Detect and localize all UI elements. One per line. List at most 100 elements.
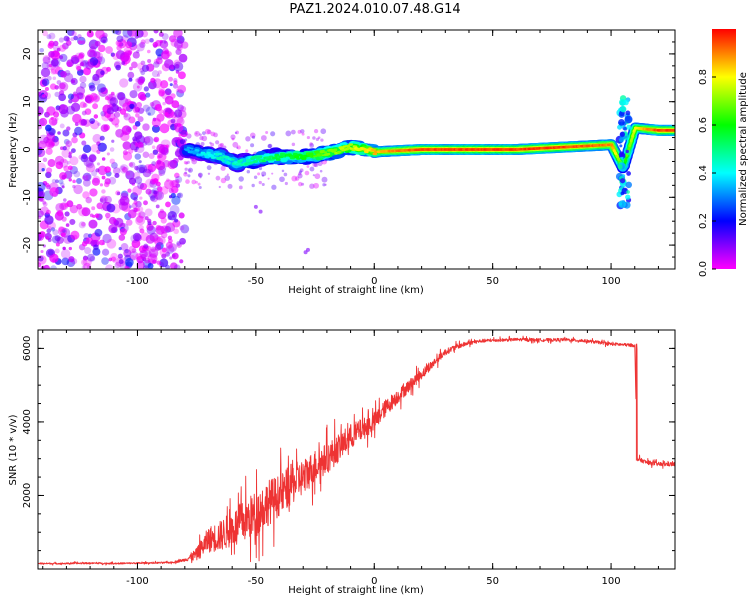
spectral-noise-blob bbox=[108, 224, 118, 234]
spectral-noise-blob bbox=[133, 200, 138, 205]
spectral-noise-blob bbox=[291, 142, 296, 147]
spectral-noise-blob bbox=[115, 30, 122, 36]
spectral-noise-blob bbox=[206, 165, 212, 171]
spectral-noise-blob bbox=[132, 172, 141, 180]
spectral-noise-blob bbox=[124, 50, 132, 58]
spectrogram-ylabel: Frequency (Hz) bbox=[8, 112, 19, 188]
spectrogram-xtick-label: -100 bbox=[126, 276, 149, 287]
spectral-noise-blob bbox=[155, 204, 160, 209]
spectral-noise-blob bbox=[45, 209, 51, 215]
spectral-noise-blob bbox=[135, 30, 144, 38]
spectral-noise-blob bbox=[191, 179, 197, 185]
spectral-noise-blob bbox=[121, 166, 128, 173]
spectral-noise-blob bbox=[164, 58, 174, 69]
spectral-smear-blob bbox=[624, 115, 633, 124]
spectral-noise-blob bbox=[142, 123, 150, 131]
spectral-noise-blob bbox=[169, 83, 173, 87]
spectral-noise-blob bbox=[116, 35, 124, 43]
spectral-noise-blob bbox=[236, 146, 239, 149]
spectral-noise-blob bbox=[195, 132, 198, 135]
spectral-noise-blob bbox=[174, 172, 180, 179]
spectral-noise-blob bbox=[197, 172, 203, 178]
spectral-noise-blob bbox=[106, 238, 117, 249]
spectral-noise-blob bbox=[125, 170, 135, 180]
spectral-noise-blob bbox=[128, 116, 136, 124]
spectral-noise-blob bbox=[59, 103, 66, 111]
spectral-noise-blob bbox=[62, 42, 69, 50]
spectral-noise-blob bbox=[283, 172, 288, 177]
spectral-noise-blob bbox=[153, 136, 160, 143]
spectral-noise-blob bbox=[88, 219, 98, 229]
spectral-noise-blob bbox=[124, 258, 134, 267]
spectral-noise-blob bbox=[224, 175, 231, 181]
figure-title: PAZ1.2024.010.07.48.G14 bbox=[289, 2, 461, 17]
spectral-noise-blob bbox=[110, 91, 115, 96]
spectral-noise-blob bbox=[173, 109, 183, 118]
spectral-noise-blob bbox=[78, 206, 88, 217]
spectral-noise-blob bbox=[78, 221, 86, 229]
spectral-noise-blob bbox=[219, 142, 225, 148]
spectral-noise-blob bbox=[165, 144, 170, 148]
spectral-noise-blob bbox=[147, 218, 152, 223]
spectral-noise-blob bbox=[132, 51, 140, 59]
spectral-noise-blob bbox=[45, 147, 53, 155]
spectral-noise-blob bbox=[85, 61, 94, 70]
spectral-noise-blob bbox=[199, 133, 202, 136]
spectral-noise-blob bbox=[41, 168, 45, 172]
spectral-noise-blob bbox=[63, 138, 70, 145]
spectral-noise-blob bbox=[141, 64, 150, 72]
spectral-noise-blob bbox=[48, 40, 55, 47]
spectral-noise-blob bbox=[129, 66, 133, 71]
spectral-noise-blob bbox=[220, 165, 226, 171]
spectral-noise-blob bbox=[301, 182, 305, 186]
spectral-noise-blob bbox=[95, 30, 105, 39]
spectral-noise-blob bbox=[106, 203, 116, 213]
spectral-noise-blob bbox=[139, 182, 148, 191]
spectral-noise-blob bbox=[161, 247, 167, 253]
spectral-noise-blob bbox=[179, 225, 185, 231]
spectral-noise-blob bbox=[87, 49, 96, 58]
spectral-noise-blob bbox=[101, 175, 106, 180]
snr-ylabel: SNR (10 * v/v) bbox=[8, 414, 19, 485]
spectral-noise-blob bbox=[45, 140, 55, 150]
spectral-noise-blob bbox=[53, 40, 59, 47]
spectral-noise-blob bbox=[260, 135, 267, 141]
spectral-noise-blob bbox=[157, 186, 163, 192]
spectral-noise-blob bbox=[238, 176, 244, 182]
spectral-noise-blob bbox=[232, 141, 239, 148]
spectral-noise-blob bbox=[125, 41, 133, 49]
spectral-noise-blob bbox=[297, 129, 302, 134]
spectral-noise-blob bbox=[191, 158, 198, 165]
spectral-noise-blob bbox=[84, 94, 94, 104]
spectral-noise-blob bbox=[81, 265, 86, 269]
spectral-noise-blob bbox=[38, 117, 48, 127]
spectral-smear-blob bbox=[625, 181, 633, 189]
spectral-noise-blob bbox=[156, 113, 165, 122]
spectral-noise-blob bbox=[309, 142, 313, 146]
spectral-noise-blob bbox=[60, 249, 71, 259]
spectral-noise-blob bbox=[94, 228, 103, 237]
spectral-noise-blob bbox=[306, 135, 311, 140]
spectral-noise-blob bbox=[125, 171, 131, 176]
spectral-noise-blob bbox=[51, 178, 57, 184]
snr-xtick-label: 100 bbox=[602, 576, 621, 587]
spectral-noise-blob bbox=[317, 136, 321, 140]
spectral-noise-blob bbox=[271, 172, 274, 175]
spectral-noise-blob bbox=[170, 118, 176, 124]
spectral-smear-blob bbox=[625, 110, 631, 116]
spectral-noise-blob bbox=[71, 148, 76, 154]
spectral-noise-blob bbox=[56, 80, 62, 85]
spectral-noise-blob bbox=[158, 173, 162, 177]
spectral-noise-blob bbox=[69, 219, 76, 225]
spectral-noise-blob bbox=[122, 151, 133, 161]
spectral-noise-blob bbox=[304, 170, 310, 176]
spectral-noise-blob bbox=[165, 201, 171, 208]
spectral-noise-blob bbox=[94, 40, 101, 47]
spectral-noise-blob bbox=[145, 178, 155, 188]
spectrogram-plot-area bbox=[38, 30, 675, 269]
spectral-noise-blob bbox=[110, 52, 115, 57]
spectral-noise-blob bbox=[322, 183, 326, 187]
spectral-noise-blob bbox=[97, 142, 107, 152]
spectral-noise-blob bbox=[82, 102, 88, 108]
spectral-noise-blob bbox=[123, 113, 131, 121]
